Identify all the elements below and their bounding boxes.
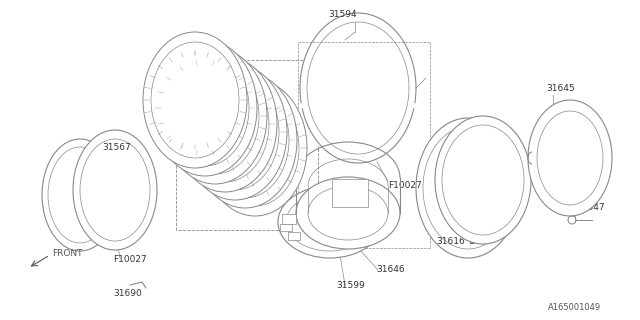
Ellipse shape [286,193,374,251]
Ellipse shape [163,48,267,184]
Text: F10027: F10027 [388,180,422,189]
Text: F10027: F10027 [113,255,147,265]
Ellipse shape [193,72,297,208]
Ellipse shape [528,100,612,216]
Ellipse shape [435,116,531,244]
Ellipse shape [300,13,416,163]
Ellipse shape [173,56,277,192]
Bar [288,232,300,240]
Bar [280,224,292,231]
Ellipse shape [416,118,520,258]
Text: 31623: 31623 [208,52,237,60]
Text: 31616*B: 31616*B [436,237,476,246]
Text: 31599: 31599 [336,281,365,290]
Ellipse shape [307,22,409,154]
Text: 31647: 31647 [576,204,605,212]
Bar [332,179,368,207]
Ellipse shape [537,111,603,205]
Text: FRONT: FRONT [52,250,83,259]
Ellipse shape [143,32,247,168]
Ellipse shape [296,177,400,249]
Ellipse shape [183,64,287,200]
Text: 31567: 31567 [102,142,131,151]
Ellipse shape [73,130,157,250]
Ellipse shape [153,40,257,176]
Ellipse shape [278,186,382,258]
Text: 31616*A: 31616*A [454,220,493,229]
Ellipse shape [80,139,150,241]
Ellipse shape [308,186,388,240]
Ellipse shape [203,80,307,216]
Text: 31594: 31594 [328,10,356,19]
Text: 31646: 31646 [376,266,404,275]
Text: 31690: 31690 [113,290,141,299]
Bar [282,214,296,224]
Text: 31645: 31645 [546,84,575,92]
Text: A165001049: A165001049 [548,303,601,313]
